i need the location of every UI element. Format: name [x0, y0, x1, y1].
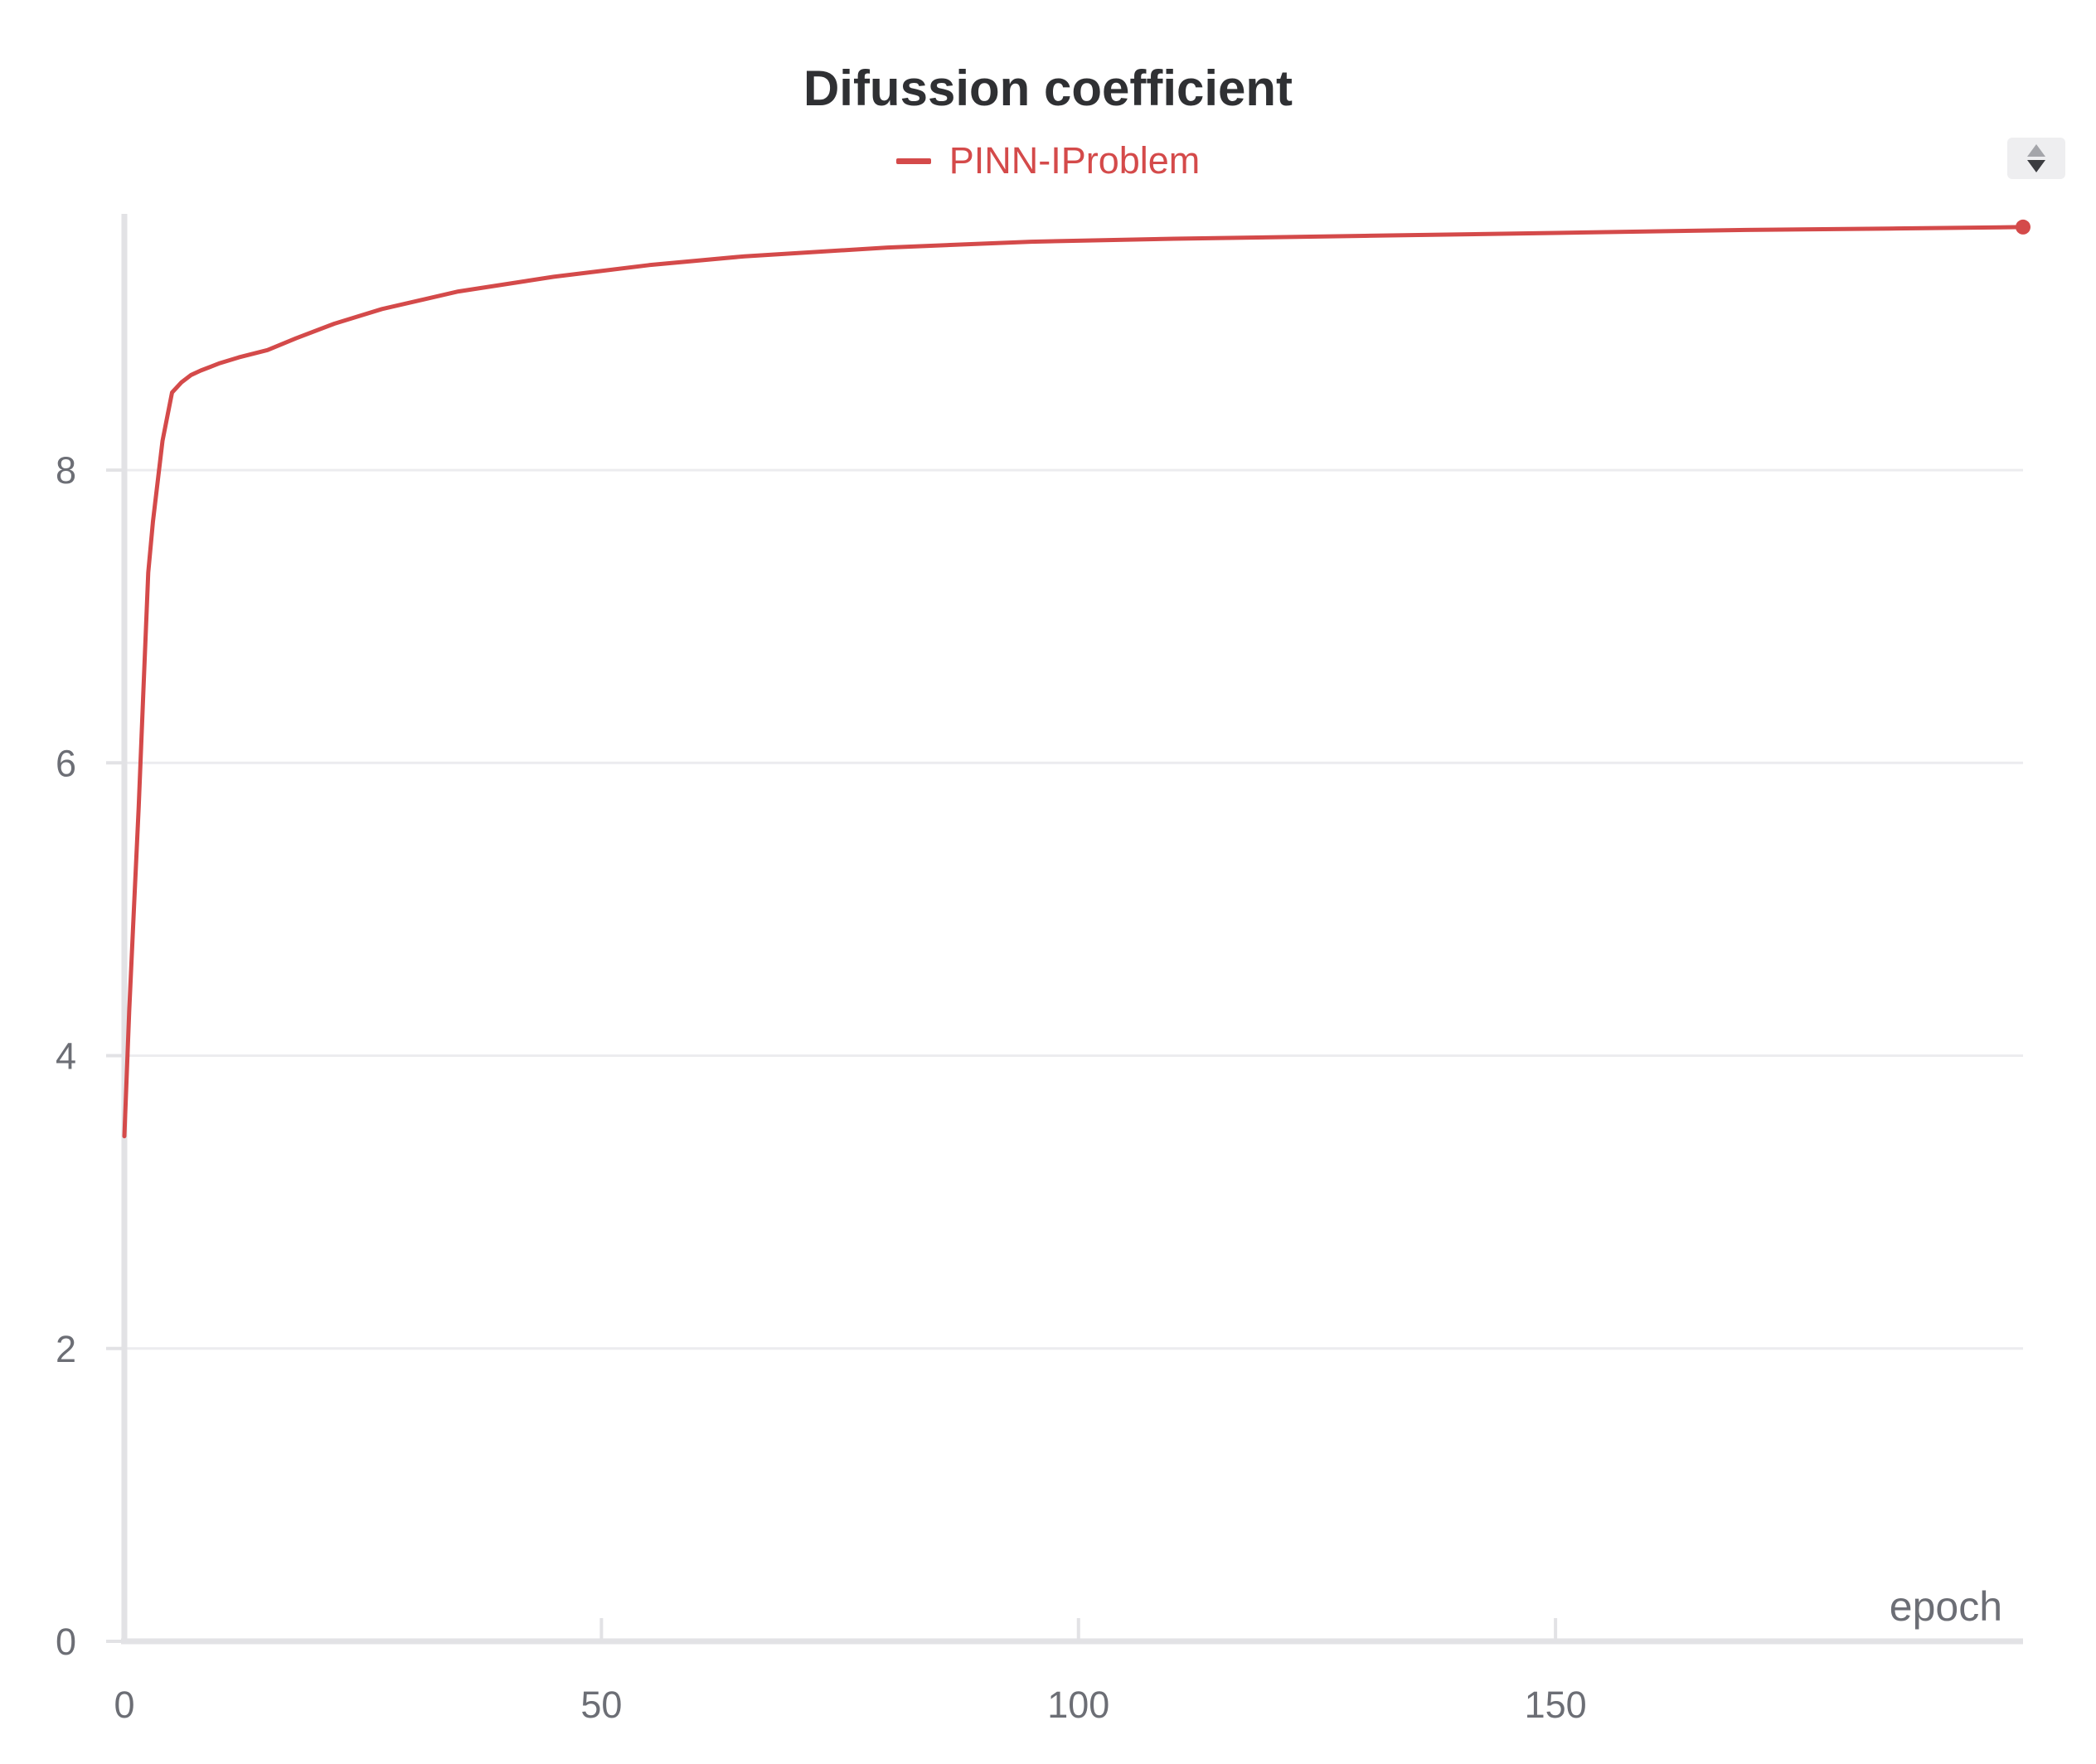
legend-label: PINN-IProblem [949, 139, 1201, 182]
legend-sort-toggle-button[interactable] [2007, 138, 2065, 179]
series-layer [122, 219, 2030, 1139]
x-tick-label: 50 [580, 1684, 622, 1726]
axes [121, 214, 2023, 1645]
series-endpoint [2016, 219, 2030, 235]
y-tick-label: 8 [56, 449, 76, 492]
y-tick-label: 6 [56, 742, 76, 784]
legend-swatch [895, 158, 931, 164]
sort-up-icon [2027, 144, 2045, 157]
series-line [122, 225, 2026, 1139]
grid-lines [124, 468, 2023, 1350]
x-tick-label: 150 [1525, 1684, 1587, 1726]
y-tick-label: 2 [56, 1328, 76, 1370]
y-tick-label: 0 [56, 1621, 76, 1663]
chart-title: Difussion coefficient [803, 61, 1293, 116]
y-tick-label: 4 [56, 1035, 76, 1078]
x-axis-label: epoch [1890, 1583, 2002, 1630]
x-tick-label: 0 [114, 1684, 134, 1726]
legend: PINN-IProblem [0, 139, 2096, 182]
sort-down-icon [2027, 160, 2045, 172]
x-axis-ticks: 0 50 100 150 [114, 1618, 1587, 1726]
x-tick-label: 100 [1047, 1684, 1109, 1726]
y-axis-ticks: 0 2 4 6 8 [56, 449, 124, 1663]
